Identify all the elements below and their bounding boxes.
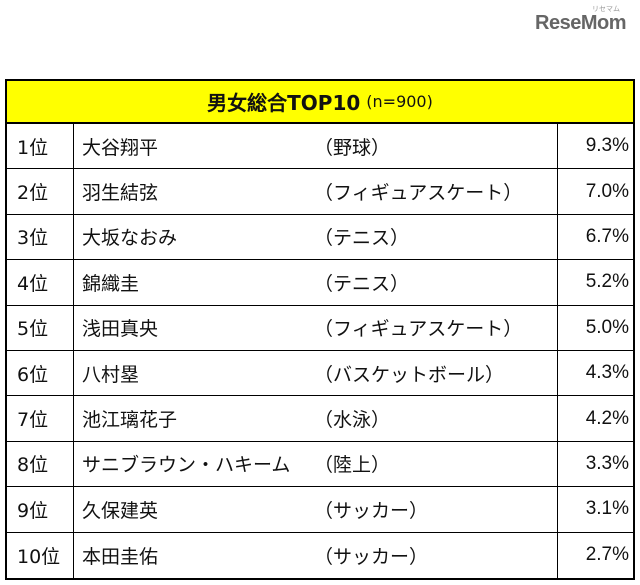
athlete-name: 錦織圭: [82, 272, 140, 295]
sport-cell: （バスケットボール）: [314, 350, 558, 396]
percentage-cell: 5.0%: [585, 316, 629, 338]
sport-cell: （野球）: [314, 124, 558, 169]
table-row: 5位 浅田真央 （フィギュアスケート） 5.0%: [7, 305, 633, 351]
athlete-name: 久保建英: [82, 499, 159, 522]
sport-cell: （陸上）: [314, 441, 558, 487]
table-row: 2位 羽生結弦 （フィギュアスケート） 7.0%: [7, 169, 633, 215]
table-row: 7位 池江璃花子 （水泳） 4.2%: [7, 396, 633, 442]
table-row: 1位 大谷翔平 （野球） 9.3%: [7, 124, 633, 170]
table-title: 男女総合TOP10: [207, 91, 361, 115]
percentage-cell: 3.1%: [585, 498, 629, 520]
rank-cell: 5位: [7, 305, 74, 350]
table-row: 3位 大坂なおみ （テニス） 6.7%: [7, 214, 633, 261]
resemom-logo: ReseMom: [535, 12, 626, 34]
sport-cell: （テニス）: [314, 214, 558, 260]
rank-cell: 7位: [7, 396, 74, 441]
athlete-name: 大坂なおみ: [82, 227, 178, 250]
rank-cell: 3位: [7, 214, 74, 260]
percentage-cell: 2.7%: [585, 544, 629, 566]
percentage-cell: 3.3%: [585, 452, 629, 474]
rank-cell: 9位: [7, 487, 74, 532]
table-row: 6位 八村塁 （バスケットボール） 4.3%: [7, 350, 633, 397]
table-row: 9位 久保建英 （サッカー） 3.1%: [7, 487, 633, 533]
athlete-name: 浅田真央: [82, 318, 159, 341]
sample-size: (n=900): [366, 92, 433, 111]
sport-cell: （フィギュアスケート）: [314, 169, 558, 214]
athlete-name: サニブラウン・ハキーム: [82, 454, 291, 477]
athlete-name: 本田圭佑: [82, 545, 159, 568]
percentage-cell: 6.7%: [585, 225, 629, 247]
table-row: 4位 錦織圭 （テニス） 5.2%: [7, 260, 633, 306]
rank-cell: 10位: [7, 532, 74, 578]
table-title-row: 男女総合TOP10 (n=900): [7, 81, 633, 124]
rank-cell: 6位: [7, 350, 74, 396]
sport-cell: （テニス）: [314, 260, 558, 305]
athlete-name: 羽生結弦: [82, 182, 159, 205]
sport-cell: （サッカー）: [314, 487, 558, 532]
percentage-cell: 4.3%: [585, 362, 629, 384]
rank-cell: 1位: [7, 124, 74, 169]
sport-cell: （フィギュアスケート）: [314, 305, 558, 350]
percentage-cell: 7.0%: [585, 180, 629, 202]
percentage-cell: 5.2%: [585, 271, 629, 293]
athlete-name: 八村塁: [82, 363, 140, 386]
rank-cell: 4位: [7, 260, 74, 305]
sport-cell: （水泳）: [314, 396, 558, 441]
percentage-cell: 9.3%: [585, 135, 629, 157]
athlete-name: 池江璃花子: [82, 409, 178, 432]
sport-cell: （サッカー）: [314, 532, 558, 578]
rank-cell: 2位: [7, 169, 74, 214]
table-row: 10位 本田圭佑 （サッカー） 2.7%: [7, 532, 633, 578]
athlete-name: 大谷翔平: [82, 136, 159, 159]
logo-subtext: リセマム: [592, 6, 620, 13]
rank-cell: 8位: [7, 441, 74, 487]
ranking-table: 男女総合TOP10 (n=900) 1位 大谷翔平 （野球） 9.3% 2位 羽…: [5, 79, 635, 580]
percentage-cell: 4.2%: [585, 407, 629, 429]
table-row: 8位 サニブラウン・ハキーム （陸上） 3.3%: [7, 441, 633, 488]
